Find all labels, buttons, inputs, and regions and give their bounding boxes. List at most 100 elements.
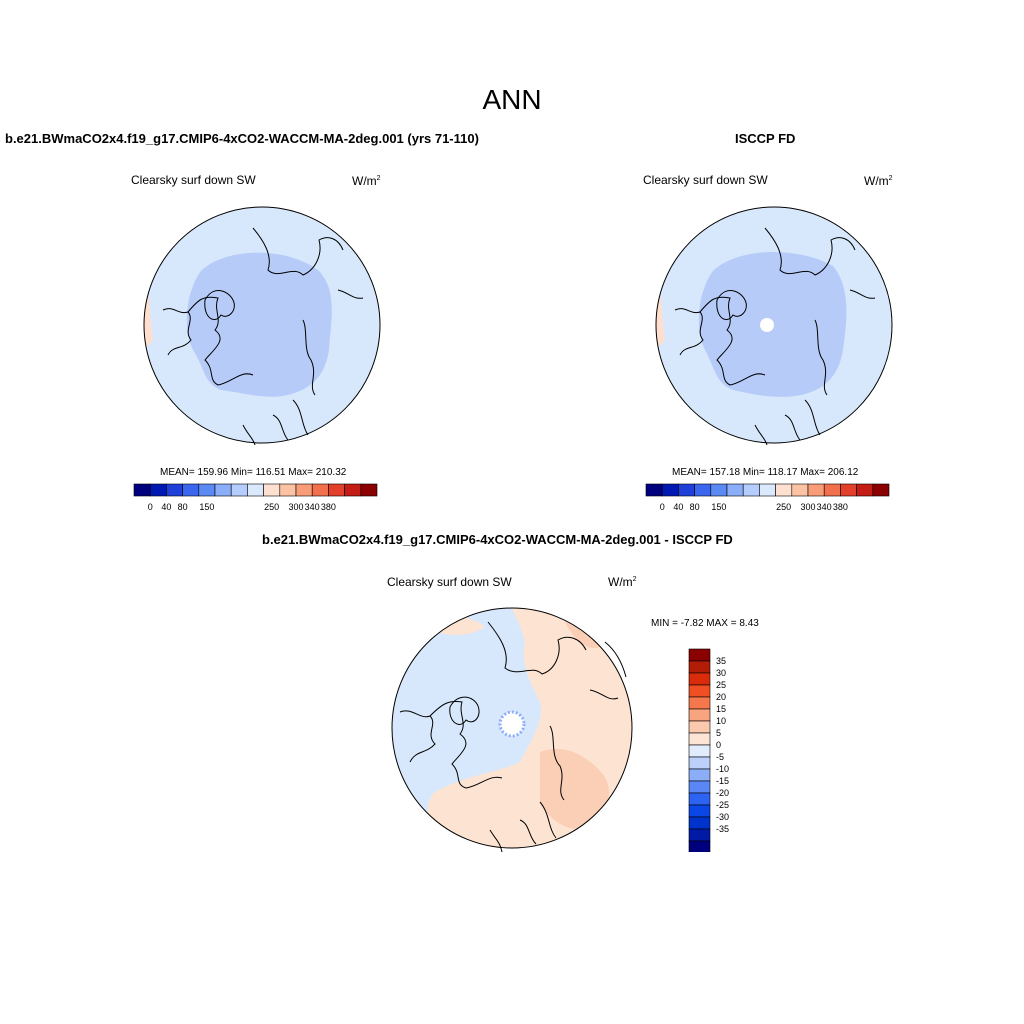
model-colorbar-swatch <box>247 483 264 497</box>
obs-colorbar-label: 380 <box>833 502 848 512</box>
model-map-boundary <box>143 206 381 444</box>
obs-colorbar-swatch <box>759 483 776 497</box>
diff-colorbar-swatch <box>688 792 711 806</box>
diff-minmax: MIN = -7.82 MAX = 8.43 <box>651 618 759 629</box>
diff-colorbar: 35 30 25 20 15 10 5 0 -5 -10 -15 -20 -25 -30 -35 <box>688 648 729 852</box>
model-colorbar-label: 0 <box>148 502 153 512</box>
model-panel-title: b.e21.BWmaCO2x4.f19_g17.CMIP6-4xCO2-WACC… <box>5 131 479 146</box>
diff-colorbar-swatch <box>688 732 711 746</box>
model-low-flux-region <box>186 252 332 397</box>
model-colorbar-label: 250 <box>264 502 279 512</box>
diff-colorbar-swatch <box>688 804 711 818</box>
diff-colorbar-label: 0 <box>716 740 721 750</box>
obs-colorbar-swatch <box>710 483 728 497</box>
obs-map-boundary <box>655 206 893 444</box>
diff-colorbar-swatch <box>688 648 711 662</box>
obs-colorbar-swatch <box>694 483 712 497</box>
obs-units-label: W/m2 <box>864 174 893 188</box>
obs-colorbar-swatch <box>791 483 809 497</box>
model-colorbar-swatch <box>182 483 200 497</box>
model-stats: MEAN= 159.96 Min= 116.51 Max= 210.32 <box>160 467 347 478</box>
model-colorbar-swatch <box>360 483 378 497</box>
model-colorbar-swatch <box>328 483 345 497</box>
obs-colorbar-label: 80 <box>690 502 700 512</box>
diff-pole-ring <box>498 710 526 738</box>
diff-variable-label: Clearsky surf down SW <box>387 575 512 589</box>
model-units-label: W/m2 <box>352 174 381 188</box>
model-variable-label: Clearsky surf down SW <box>131 173 256 187</box>
diff-colorbar-label: -30 <box>716 812 729 822</box>
obs-colorbar-label: 300 <box>800 502 815 512</box>
obs-colorbar-swatch <box>823 483 841 497</box>
diff-polar-map <box>391 607 633 853</box>
diff-colorbar-label: -10 <box>716 764 729 774</box>
diff-colorbar-swatch <box>688 828 711 842</box>
model-colorbar-swatch <box>198 483 216 497</box>
obs-colorbar-label: 150 <box>711 502 726 512</box>
model-colorbar-label: 80 <box>178 502 188 512</box>
obs-colorbar-label: 0 <box>660 502 665 512</box>
diff-units-label: W/m2 <box>608 575 637 589</box>
model-colorbar-swatch <box>133 483 151 497</box>
obs-colorbar-swatch <box>856 483 874 497</box>
obs-variable-label: Clearsky surf down SW <box>643 173 768 187</box>
obs-colorbar: 0 40 80 150 250 300 340 380 <box>645 483 890 512</box>
diff-strong-positive-patch <box>540 748 610 830</box>
diff-coastlines <box>399 621 627 853</box>
obs-colorbar-swatch <box>742 483 760 497</box>
obs-colorbar-label: 40 <box>673 502 683 512</box>
obs-colorbar-swatch <box>678 483 695 497</box>
model-colorbar-label: 340 <box>305 502 320 512</box>
model-colorbar: 0 40 80 150 250 300 340 380 <box>133 483 378 512</box>
diff-colorbar-label: 15 <box>716 704 726 714</box>
diff-colorbar-label: -25 <box>716 800 729 810</box>
diff-colorbar-swatch <box>688 672 711 686</box>
diff-panel-title: b.e21.BWmaCO2x4.f19_g17.CMIP6-4xCO2-WACC… <box>262 532 733 547</box>
diff-colorbar-swatch <box>688 768 711 782</box>
model-colorbar-label: 300 <box>288 502 303 512</box>
obs-colorbar-label: 340 <box>817 502 832 512</box>
diff-colorbar-label: 20 <box>716 692 726 702</box>
diff-colorbar-swatch <box>688 696 711 710</box>
model-colorbar-swatch <box>279 483 297 497</box>
diff-colorbar-label: -35 <box>716 824 729 834</box>
diff-colorbar-label: 25 <box>716 680 726 690</box>
diff-colorbar-swatch <box>688 660 711 674</box>
obs-colorbar-swatch <box>775 483 793 497</box>
obs-colorbar-swatch <box>807 483 825 497</box>
diff-colorbar-label: 35 <box>716 656 726 666</box>
diff-colorbar-swatch <box>688 840 711 852</box>
diff-colorbar-label: 5 <box>716 728 721 738</box>
model-colorbar-swatch <box>214 483 232 497</box>
obs-panel-title: ISCCP FD <box>735 131 796 146</box>
model-colorbar-label: 150 <box>199 502 214 512</box>
diff-positive-patch-north <box>565 622 600 649</box>
model-colorbar-label: 40 <box>161 502 171 512</box>
obs-colorbar-swatch <box>661 483 679 497</box>
diff-colorbar-swatch <box>688 744 711 758</box>
diff-colorbar-swatch <box>688 780 711 794</box>
page-title: ANN <box>482 84 542 115</box>
obs-stats: MEAN= 157.18 Min= 118.17 Max= 206.12 <box>672 467 859 478</box>
diff-colorbar-label: -5 <box>716 752 724 762</box>
obs-colorbar-swatch <box>726 483 744 497</box>
diff-colorbar-swatch <box>688 708 711 722</box>
obs-colorbar-swatch <box>872 483 890 497</box>
model-colorbar-swatch <box>230 483 248 497</box>
model-colorbar-swatch <box>344 483 362 497</box>
model-colorbar-label: 380 <box>321 502 336 512</box>
obs-polar-map <box>655 206 893 446</box>
diff-colorbar-label: 10 <box>716 716 726 726</box>
obs-colorbar-label: 250 <box>776 502 791 512</box>
obs-coastlines <box>674 227 876 446</box>
obs-colorbar-swatch <box>840 483 857 497</box>
diff-colorbar-swatch <box>688 684 711 698</box>
diff-colorbar-swatch <box>688 816 711 830</box>
obs-colorbar-swatch <box>645 483 663 497</box>
diff-colorbar-label: 30 <box>716 668 726 678</box>
model-colorbar-swatch <box>311 483 329 497</box>
model-polar-map <box>143 206 381 446</box>
diff-colorbar-label: -20 <box>716 788 729 798</box>
diff-colorbar-swatch <box>688 720 711 734</box>
model-colorbar-swatch <box>166 483 183 497</box>
